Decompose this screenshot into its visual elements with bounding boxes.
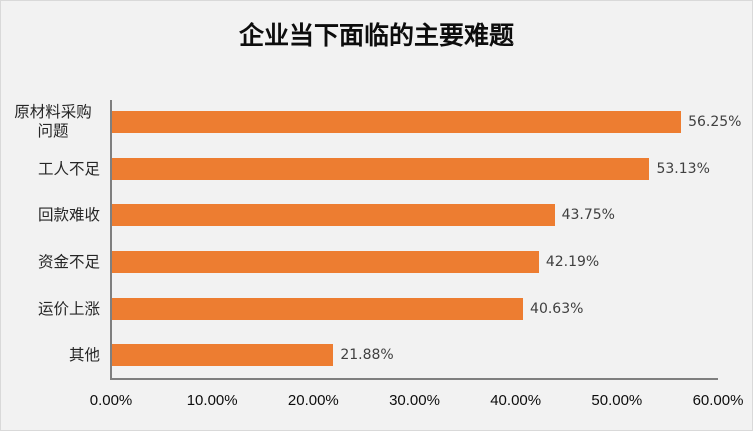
value-label: 56.25% <box>688 114 742 130</box>
y-axis-line <box>110 100 112 380</box>
bar <box>112 111 682 133</box>
bar <box>112 204 555 226</box>
x-tick-label: 30.00% <box>389 392 440 409</box>
category-label: 其他 <box>68 345 100 364</box>
x-tick-label: 10.00% <box>186 392 238 409</box>
x-tick-label: 50.00% <box>591 392 643 409</box>
value-label: 21.88% <box>340 347 394 363</box>
chart-title: 企业当下面临的主要难题 <box>238 21 514 50</box>
value-label: 43.75% <box>561 207 615 223</box>
value-label: 40.63% <box>530 301 584 317</box>
category-label: 回款难收 <box>37 205 100 224</box>
category-label: 原材料采购 问题 <box>14 103 92 140</box>
x-tick-label: 60.00% <box>692 392 744 409</box>
x-tick-label: 0.00% <box>89 392 133 409</box>
x-tick-label: 20.00% <box>287 392 339 409</box>
bar <box>112 344 334 366</box>
x-axis-line <box>110 378 718 380</box>
category-label: 工人不足 <box>37 159 100 178</box>
value-label: 42.19% <box>545 254 600 270</box>
value-label: 53.13% <box>656 161 710 177</box>
bar <box>112 158 650 180</box>
category-label: 运价上涨 <box>37 299 100 318</box>
x-tick-label: 40.00% <box>490 392 542 409</box>
bar <box>112 298 524 320</box>
category-label: 资金不足 <box>37 252 100 271</box>
bar <box>112 251 539 273</box>
